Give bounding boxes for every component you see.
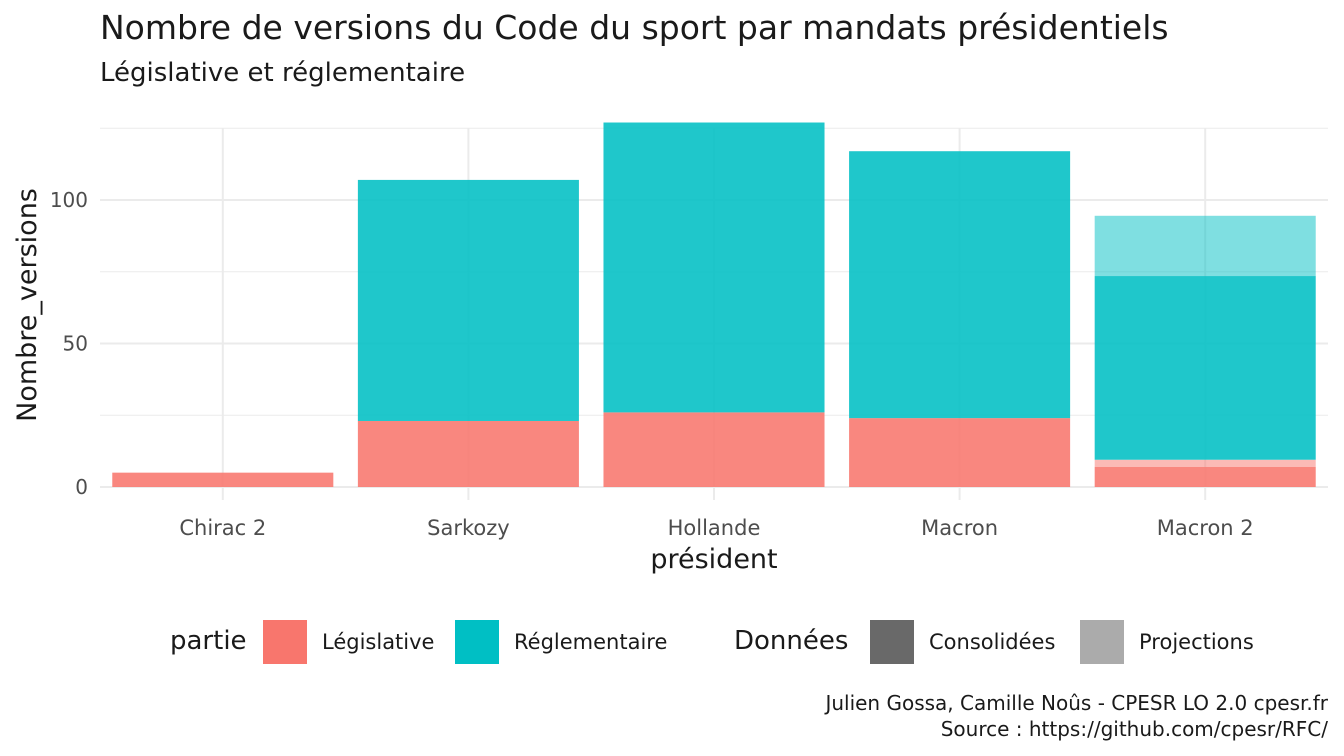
x-tick-label: Chirac 2 bbox=[179, 516, 266, 540]
legend-label-consolidees: Consolidées bbox=[929, 630, 1056, 654]
legend-label-reglementaire: Réglementaire bbox=[514, 630, 668, 654]
legend-key-legislative bbox=[263, 620, 307, 664]
bars bbox=[112, 122, 1316, 487]
y-tick-label: 0 bbox=[75, 475, 88, 499]
y-axis-label: Nombre_versions bbox=[12, 188, 43, 422]
x-tick-label: Hollande bbox=[668, 516, 761, 540]
bar-segment bbox=[112, 472, 334, 487]
y-tick-label: 100 bbox=[50, 188, 88, 212]
bar-segment bbox=[603, 122, 825, 413]
bar-segment bbox=[357, 420, 579, 487]
bar-segment bbox=[849, 151, 1071, 419]
x-tick-label: Macron bbox=[921, 516, 998, 540]
x-tick-label: Macron 2 bbox=[1157, 516, 1254, 540]
bar-segment bbox=[1094, 215, 1316, 277]
y-tick-label: 50 bbox=[63, 332, 88, 356]
bar-segment bbox=[849, 418, 1071, 487]
bar-chart: 0 50 100 Chirac 2 Sarkozy Hollande Macron Macr… bbox=[12, 122, 1328, 575]
bar-segment bbox=[603, 412, 825, 487]
bar-segment bbox=[1094, 466, 1316, 487]
x-tick-label: Sarkozy bbox=[427, 516, 510, 540]
bar-segment bbox=[1094, 276, 1316, 460]
bar-segment bbox=[1094, 459, 1316, 467]
legend-key-consolidees bbox=[870, 620, 914, 664]
x-axis-label: président bbox=[650, 544, 777, 575]
chart-subtitle: Législative et réglementaire bbox=[100, 58, 466, 88]
legend-label-projections: Projections bbox=[1139, 630, 1254, 654]
x-tick-labels: Chirac 2 Sarkozy Hollande Macron Macron 2 bbox=[179, 516, 1253, 540]
bar-segment bbox=[357, 179, 579, 421]
y-tick-labels: 0 50 100 bbox=[50, 188, 88, 499]
caption: Julien Gossa, Camille Noûs - CPESR LO 2.… bbox=[825, 690, 1328, 742]
caption-authors: Julien Gossa, Camille Noûs - CPESR LO 2.… bbox=[825, 691, 1328, 715]
legend-key-reglementaire bbox=[455, 620, 499, 664]
caption-source: Source : https://github.com/cpesr/RFC/ bbox=[940, 717, 1328, 741]
legend-key-projections bbox=[1080, 620, 1124, 664]
legend: partie Législative Réglementaire Données… bbox=[0, 620, 1344, 664]
legend-title-partie: partie bbox=[170, 626, 247, 656]
legend-label-legislative: Législative bbox=[322, 630, 435, 654]
chart-title: Nombre de versions du Code du sport par … bbox=[100, 8, 1169, 47]
legend-title-donnees: Données bbox=[734, 626, 849, 656]
